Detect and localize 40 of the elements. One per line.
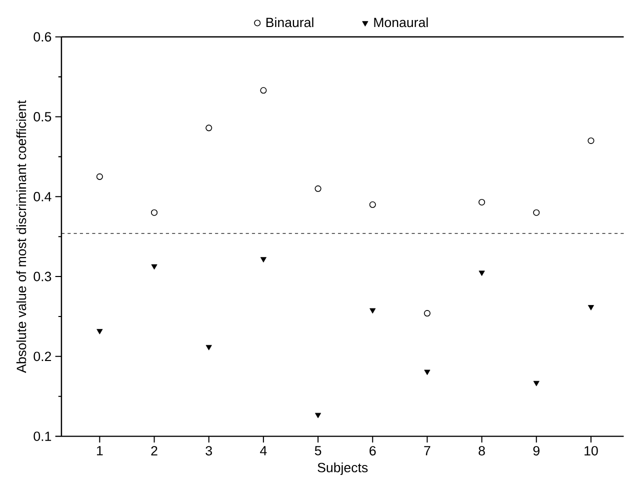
y-tick-label: 0.5 (34, 112, 52, 122)
x-tick-label: 9 (533, 446, 540, 456)
point (314, 412, 322, 418)
x-tick-label: 8 (478, 446, 485, 456)
x-tick-label: 10 (584, 446, 598, 456)
legend-label: Monaural (374, 17, 428, 27)
point (424, 370, 430, 375)
point (369, 201, 376, 208)
point (150, 209, 158, 216)
point (478, 198, 486, 206)
x-tick-label: 3 (206, 446, 212, 456)
y-axis-title: Absolute value of most discriminant coefficient (16, 100, 26, 373)
x-tick-label: 4 (260, 446, 267, 456)
point (314, 185, 322, 192)
point (206, 124, 212, 132)
x-tick-label: 1 (96, 446, 103, 456)
x-tick-label: 7 (424, 446, 430, 456)
point (424, 310, 430, 316)
x-tick-label: 2 (151, 446, 158, 456)
x-axis-title: Subjects (318, 462, 368, 475)
point (370, 308, 376, 314)
point (588, 137, 594, 144)
y-tick-label: 0.3 (34, 272, 52, 282)
point (96, 328, 103, 334)
x-tick-label: 5 (314, 446, 322, 456)
x-tick-label: 6 (370, 446, 376, 456)
y-tick-label: 0.2 (34, 352, 52, 361)
y-tick-label: 0.1 (34, 431, 52, 441)
point (151, 264, 158, 270)
y-tick-label: 0.4 (34, 192, 52, 202)
point (206, 344, 212, 350)
point (260, 86, 267, 94)
legend-label: Binaural (266, 17, 314, 27)
point (588, 304, 594, 310)
point (478, 270, 485, 276)
y-tick-label: 0.6 (34, 32, 52, 42)
point (260, 256, 266, 262)
point (533, 209, 540, 216)
point (533, 380, 540, 386)
point (96, 173, 103, 180)
